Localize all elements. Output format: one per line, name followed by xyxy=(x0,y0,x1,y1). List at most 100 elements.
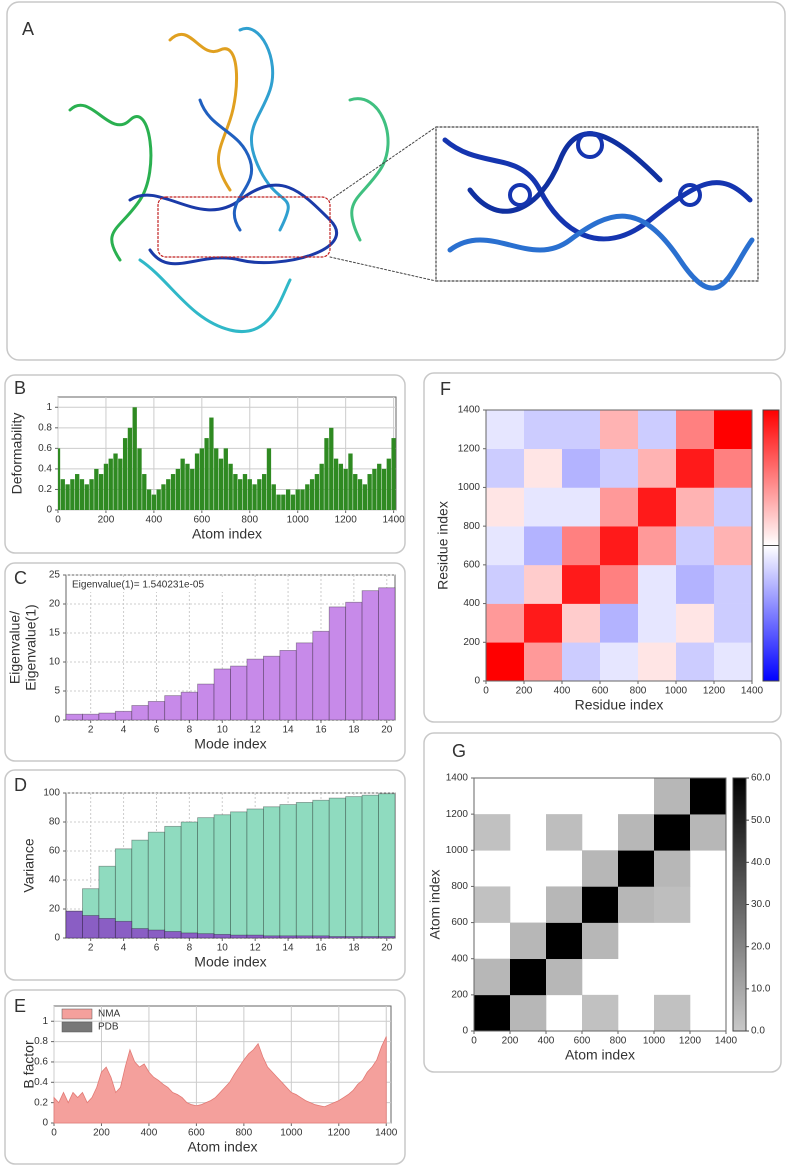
bar xyxy=(285,489,291,510)
y-axis-label: Residue index xyxy=(435,501,451,590)
x-tick-label: 200 xyxy=(502,1036,519,1047)
y-axis-label: Eigenvalue(1) xyxy=(23,604,39,690)
heatmap-cell xyxy=(676,448,715,488)
x-tick-label: 800 xyxy=(610,1036,627,1047)
colorbar-label: 30.0 xyxy=(751,899,771,910)
y-tick-label: 0.8 xyxy=(34,1036,48,1047)
bar xyxy=(328,606,347,721)
colorbar-label: 0.0 xyxy=(751,1026,765,1037)
bar xyxy=(164,931,182,939)
colorbar-label: 60.0 xyxy=(751,773,771,784)
x-tick-label: 18 xyxy=(348,943,360,954)
bar xyxy=(246,658,264,721)
bar xyxy=(185,463,190,510)
x-tick-label: 1200 xyxy=(328,1128,351,1139)
heatmap-cell xyxy=(676,603,715,643)
bar xyxy=(89,479,94,510)
colorbar-label: 20.0 xyxy=(751,941,771,952)
bar xyxy=(328,936,347,939)
heatmap-cell xyxy=(600,487,639,527)
bar xyxy=(180,821,198,939)
x-tick-label: 16 xyxy=(315,943,327,954)
bar xyxy=(261,474,267,510)
heatmap-cell xyxy=(618,814,655,851)
heatmap-cell xyxy=(654,994,691,1032)
bar xyxy=(79,479,85,510)
legend-swatch xyxy=(61,1021,93,1033)
x-tick-label: 6 xyxy=(154,943,160,954)
heatmap-cell xyxy=(600,603,639,643)
bar xyxy=(372,468,377,510)
panel-letter: E xyxy=(14,996,26,1016)
bar xyxy=(309,479,315,510)
bar xyxy=(230,934,248,939)
heatmap-cell xyxy=(524,564,563,604)
bar xyxy=(170,474,176,510)
x-tick-label: 1200 xyxy=(703,686,726,697)
bar xyxy=(367,474,372,510)
x-tick-label: 12 xyxy=(250,943,262,954)
bar xyxy=(82,915,100,939)
heatmap-cell xyxy=(474,886,511,923)
bar xyxy=(137,448,142,510)
bar xyxy=(305,484,310,510)
heatmap-cell xyxy=(524,526,563,566)
heatmap-cell xyxy=(714,642,753,682)
x-tick-label: 1400 xyxy=(382,515,405,526)
bar xyxy=(118,458,123,510)
y-tick-label: 40 xyxy=(49,875,61,886)
x-tick-label: 20 xyxy=(381,943,393,954)
y-tick-label: 1200 xyxy=(446,809,469,820)
bar xyxy=(147,929,166,939)
x-tick-label: 4 xyxy=(121,725,127,736)
x-tick-label: 4 xyxy=(121,943,127,954)
panel-letter: G xyxy=(452,741,466,761)
y-tick-label: 0 xyxy=(54,715,60,726)
heatmap-cell xyxy=(654,850,691,887)
y-tick-label: 0 xyxy=(474,676,480,687)
bar xyxy=(279,935,297,939)
bar xyxy=(180,932,198,939)
x-tick-label: 400 xyxy=(146,515,163,526)
bar xyxy=(180,458,185,510)
heatmap-cell xyxy=(676,642,715,682)
x-tick-label: 200 xyxy=(516,686,533,697)
bar xyxy=(82,713,100,721)
annotation-box xyxy=(70,578,228,592)
heatmap-cell xyxy=(676,487,715,527)
bar xyxy=(122,438,128,510)
bar xyxy=(361,794,379,939)
x-tick-label: 600 xyxy=(574,1036,591,1047)
heatmap-cell xyxy=(676,526,715,566)
bar xyxy=(391,438,396,510)
x-tick-label: 400 xyxy=(141,1128,158,1139)
bar xyxy=(362,484,367,510)
bar xyxy=(131,839,149,939)
x-tick-label: 14 xyxy=(283,725,295,736)
bar xyxy=(164,695,182,721)
area xyxy=(53,1036,387,1124)
bar xyxy=(312,799,330,939)
y-axis-label: Atom index xyxy=(427,869,443,939)
bar xyxy=(246,934,264,939)
y-tick-label: 5 xyxy=(54,686,60,697)
y-tick-label: 80 xyxy=(49,817,61,828)
heatmap-cell xyxy=(714,564,753,604)
bar xyxy=(60,479,65,510)
bar xyxy=(70,479,75,510)
heatmap-cell xyxy=(486,410,525,450)
y-axis-label: Deformability xyxy=(9,413,25,495)
heatmap-cell xyxy=(486,526,525,566)
heatmap-cell xyxy=(486,448,525,488)
bar xyxy=(113,453,118,510)
bar xyxy=(132,407,137,510)
heatmap-cell xyxy=(524,642,563,682)
bar xyxy=(175,468,181,510)
x-tick-label: 800 xyxy=(630,686,647,697)
x-axis-label: Atom index xyxy=(565,1047,635,1063)
colorbar-label: 40.0 xyxy=(751,857,771,868)
heatmap-cell xyxy=(638,603,677,643)
bar xyxy=(312,630,330,721)
bar xyxy=(378,793,396,939)
